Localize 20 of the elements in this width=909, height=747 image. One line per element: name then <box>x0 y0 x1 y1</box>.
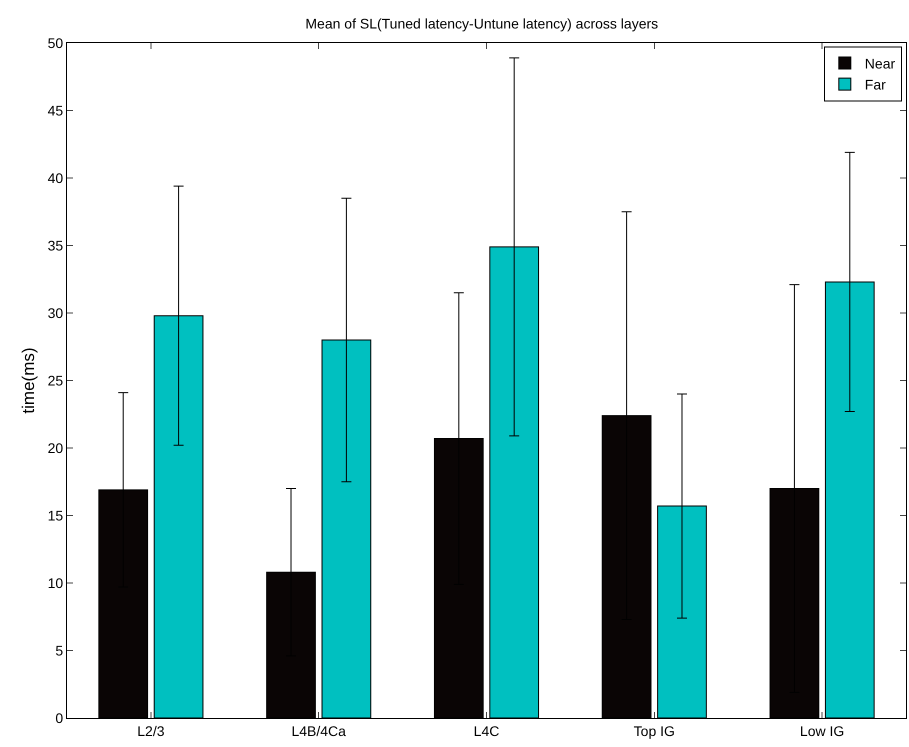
chart-title: Mean of SL(Tuned latency-Untune latency) across layers <box>305 15 658 32</box>
legend-label: Near <box>864 55 896 72</box>
x-tick-label: Top IG <box>634 722 675 739</box>
y-tick-label: 20 <box>48 440 64 456</box>
y-tick-label: 10 <box>48 574 64 591</box>
x-tick-label: L4B/4Ca <box>291 722 346 739</box>
x-tick-label: L4C <box>474 722 500 739</box>
legend-label: Far <box>864 76 886 93</box>
x-tick-label: L2/3 <box>137 722 165 739</box>
y-tick-label: 50 <box>48 34 64 51</box>
y-tick-label: 40 <box>48 170 64 186</box>
y-tick-label: 25 <box>48 372 64 388</box>
y-tick-label: 15 <box>48 507 64 524</box>
y-tick-label: 0 <box>55 710 64 726</box>
y-tick-label: 5 <box>55 642 64 658</box>
y-tick-label: 35 <box>48 237 64 254</box>
y-tick-label: 45 <box>48 102 64 118</box>
x-tick-label: Low IG <box>800 722 844 739</box>
y-axis-title: time(ms) <box>19 347 38 414</box>
y-tick-label: 30 <box>48 304 64 321</box>
